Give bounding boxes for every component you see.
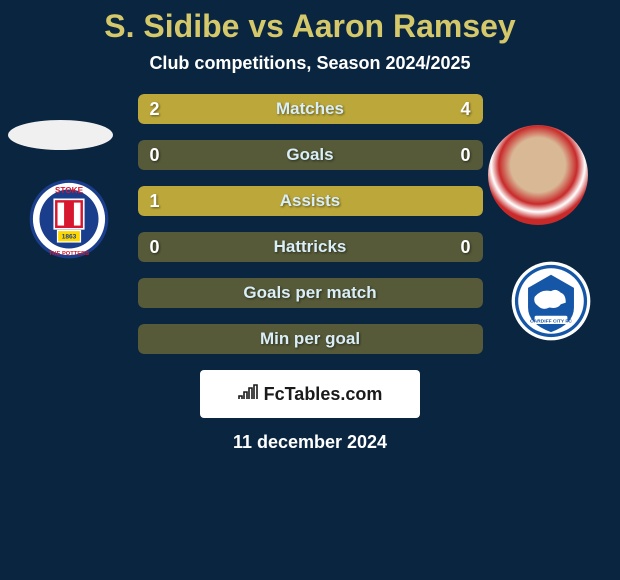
stat-bar-row: 24Matches bbox=[138, 94, 483, 124]
infographic-container: S. Sidibe vs Aaron Ramsey Club competiti… bbox=[0, 0, 620, 580]
stat-bars: 24Matches 00Goals 1Assists 00Hattricks Goals… bbox=[138, 94, 483, 354]
page-title: S. Sidibe vs Aaron Ramsey bbox=[0, 8, 620, 45]
bar-label: Matches bbox=[138, 94, 483, 124]
stat-bar-row: Goals per match bbox=[138, 278, 483, 308]
svg-text:THE POTTERS: THE POTTERS bbox=[49, 251, 89, 257]
stat-bar-row: 1Assists bbox=[138, 186, 483, 216]
player-right-photo bbox=[488, 125, 588, 225]
svg-text:1863: 1863 bbox=[62, 234, 77, 241]
bar-label: Min per goal bbox=[138, 324, 483, 354]
stat-bar-row: 00Goals bbox=[138, 140, 483, 170]
bar-label: Hattricks bbox=[138, 232, 483, 262]
player-left-club-badge: STOKE THE POTTERS 1863 bbox=[28, 178, 110, 260]
bar-label: Assists bbox=[138, 186, 483, 216]
watermark-text: FcTables.com bbox=[264, 384, 383, 405]
stoke-badge-icon: STOKE THE POTTERS 1863 bbox=[28, 178, 110, 260]
stat-bar-row: Min per goal bbox=[138, 324, 483, 354]
player-right-club-badge: CARDIFF CITY FC bbox=[510, 260, 592, 342]
date: 11 december 2024 bbox=[0, 432, 620, 453]
bar-label: Goals per match bbox=[138, 278, 483, 308]
svg-text:CARDIFF CITY FC: CARDIFF CITY FC bbox=[530, 318, 572, 324]
subtitle: Club competitions, Season 2024/2025 bbox=[0, 53, 620, 74]
svg-text:STOKE: STOKE bbox=[55, 186, 84, 195]
chart-icon bbox=[238, 384, 258, 405]
cardiff-badge-icon: CARDIFF CITY FC bbox=[510, 260, 592, 342]
stat-bar-row: 00Hattricks bbox=[138, 232, 483, 262]
player-left-photo bbox=[8, 120, 113, 150]
bar-label: Goals bbox=[138, 140, 483, 170]
watermark: FcTables.com bbox=[200, 370, 420, 418]
